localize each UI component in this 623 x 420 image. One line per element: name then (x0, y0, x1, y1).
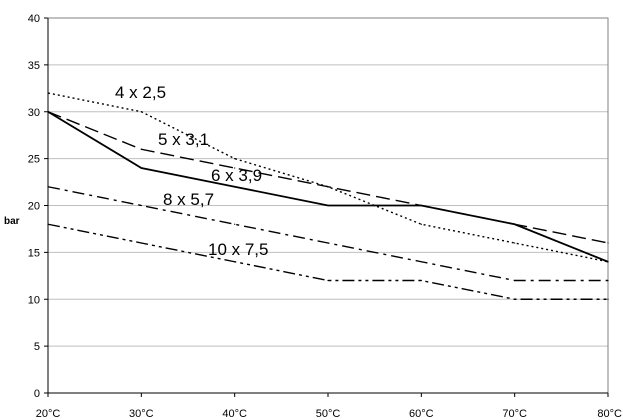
y-tick-label: 15 (28, 247, 40, 259)
data-point (47, 186, 49, 188)
data-point (47, 223, 49, 225)
data-point (140, 242, 142, 244)
x-tick-label: 70°C (502, 408, 527, 420)
x-tick-label: 50°C (316, 408, 341, 420)
data-point (327, 204, 329, 207)
series-line-0 (47, 92, 609, 263)
data-point (327, 242, 329, 244)
data-point (327, 186, 329, 188)
data-point (140, 148, 142, 150)
data-point (514, 279, 516, 282)
y-tick-label: 40 (28, 13, 40, 25)
series-lines (47, 92, 609, 300)
axes (44, 17, 609, 397)
data-point (420, 223, 422, 225)
series-line-3 (47, 186, 608, 282)
y-axis-label: bar (4, 216, 20, 227)
y-tick-label: 30 (28, 107, 40, 119)
x-tick-label: 40°C (222, 408, 247, 420)
data-point (140, 204, 142, 207)
data-point (234, 261, 236, 263)
series-label: 5 x 3,1 (158, 130, 209, 149)
data-point (607, 242, 609, 244)
tick-labels: 0 5 10 15 20 25 30 35 40 20°C 30°C 40°C 50°C 60°C 70°C… (28, 13, 622, 420)
data-point (234, 223, 236, 225)
y-tick-label: 20 (28, 201, 40, 213)
data-point (514, 223, 516, 225)
x-tick-label: 30°C (129, 408, 154, 420)
series-line-4 (47, 223, 608, 300)
y-tick-label: 25 (28, 154, 40, 166)
data-point (47, 111, 49, 113)
data-point (420, 279, 422, 282)
x-tick-label: 20°C (36, 408, 61, 420)
y-tick-label: 35 (28, 60, 40, 72)
data-point (140, 167, 142, 169)
data-point (234, 186, 236, 188)
x-tick-label: 60°C (409, 408, 434, 420)
data-point (607, 261, 609, 263)
x-tick-label: 80°C (597, 408, 622, 420)
data-point (47, 92, 49, 94)
data-point (234, 167, 236, 169)
series-label: 4 x 2,5 (115, 83, 166, 102)
series-labels: 4 x 2,5 5 x 3,16 x 3,9 8 x 5,7 10 x 7,5 (115, 83, 269, 259)
data-point (514, 298, 516, 300)
data-point (420, 204, 422, 207)
data-point (140, 111, 142, 113)
data-point (607, 279, 609, 282)
series-label: 6 x 3,9 (211, 166, 262, 185)
data-point (234, 158, 236, 160)
y-tick-label: 10 (28, 294, 40, 306)
data-point (514, 242, 516, 244)
y-tick-label: 0 (34, 388, 40, 400)
data-point (327, 279, 329, 282)
data-point (607, 298, 609, 300)
y-tick-label: 5 (34, 341, 40, 353)
series-line-1 (47, 111, 609, 244)
series-label: 10 x 7,5 (208, 240, 269, 259)
data-point (420, 261, 422, 263)
series-label: 8 x 5,7 (163, 190, 214, 209)
